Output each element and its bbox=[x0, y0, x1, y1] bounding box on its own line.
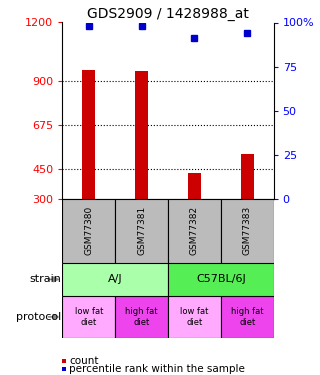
Text: high fat
diet: high fat diet bbox=[125, 307, 158, 327]
Bar bbox=[221, 199, 274, 262]
Bar bbox=[188, 173, 201, 199]
Bar bbox=[168, 262, 274, 296]
Bar bbox=[221, 296, 274, 338]
Text: high fat
diet: high fat diet bbox=[231, 307, 263, 327]
Text: percentile rank within the sample: percentile rank within the sample bbox=[69, 364, 245, 374]
Bar bbox=[241, 154, 254, 199]
Text: GSM77382: GSM77382 bbox=[190, 206, 199, 255]
Text: count: count bbox=[69, 356, 99, 366]
Bar bbox=[82, 69, 95, 199]
Bar bbox=[168, 199, 221, 262]
Text: GSM77383: GSM77383 bbox=[243, 206, 252, 255]
Text: A/J: A/J bbox=[108, 274, 123, 284]
Text: C57BL/6J: C57BL/6J bbox=[196, 274, 246, 284]
Text: low fat
diet: low fat diet bbox=[180, 307, 209, 327]
Bar bbox=[115, 296, 168, 338]
Text: GSM77381: GSM77381 bbox=[137, 206, 146, 255]
Bar bbox=[168, 296, 221, 338]
Bar bbox=[62, 262, 168, 296]
Bar bbox=[115, 199, 168, 262]
Bar bbox=[62, 199, 115, 262]
Text: GSM77380: GSM77380 bbox=[84, 206, 93, 255]
Text: strain: strain bbox=[29, 274, 61, 284]
Title: GDS2909 / 1428988_at: GDS2909 / 1428988_at bbox=[87, 8, 249, 21]
Bar bbox=[62, 296, 115, 338]
Text: protocol: protocol bbox=[16, 312, 61, 322]
Text: low fat
diet: low fat diet bbox=[75, 307, 103, 327]
Bar bbox=[135, 72, 148, 199]
